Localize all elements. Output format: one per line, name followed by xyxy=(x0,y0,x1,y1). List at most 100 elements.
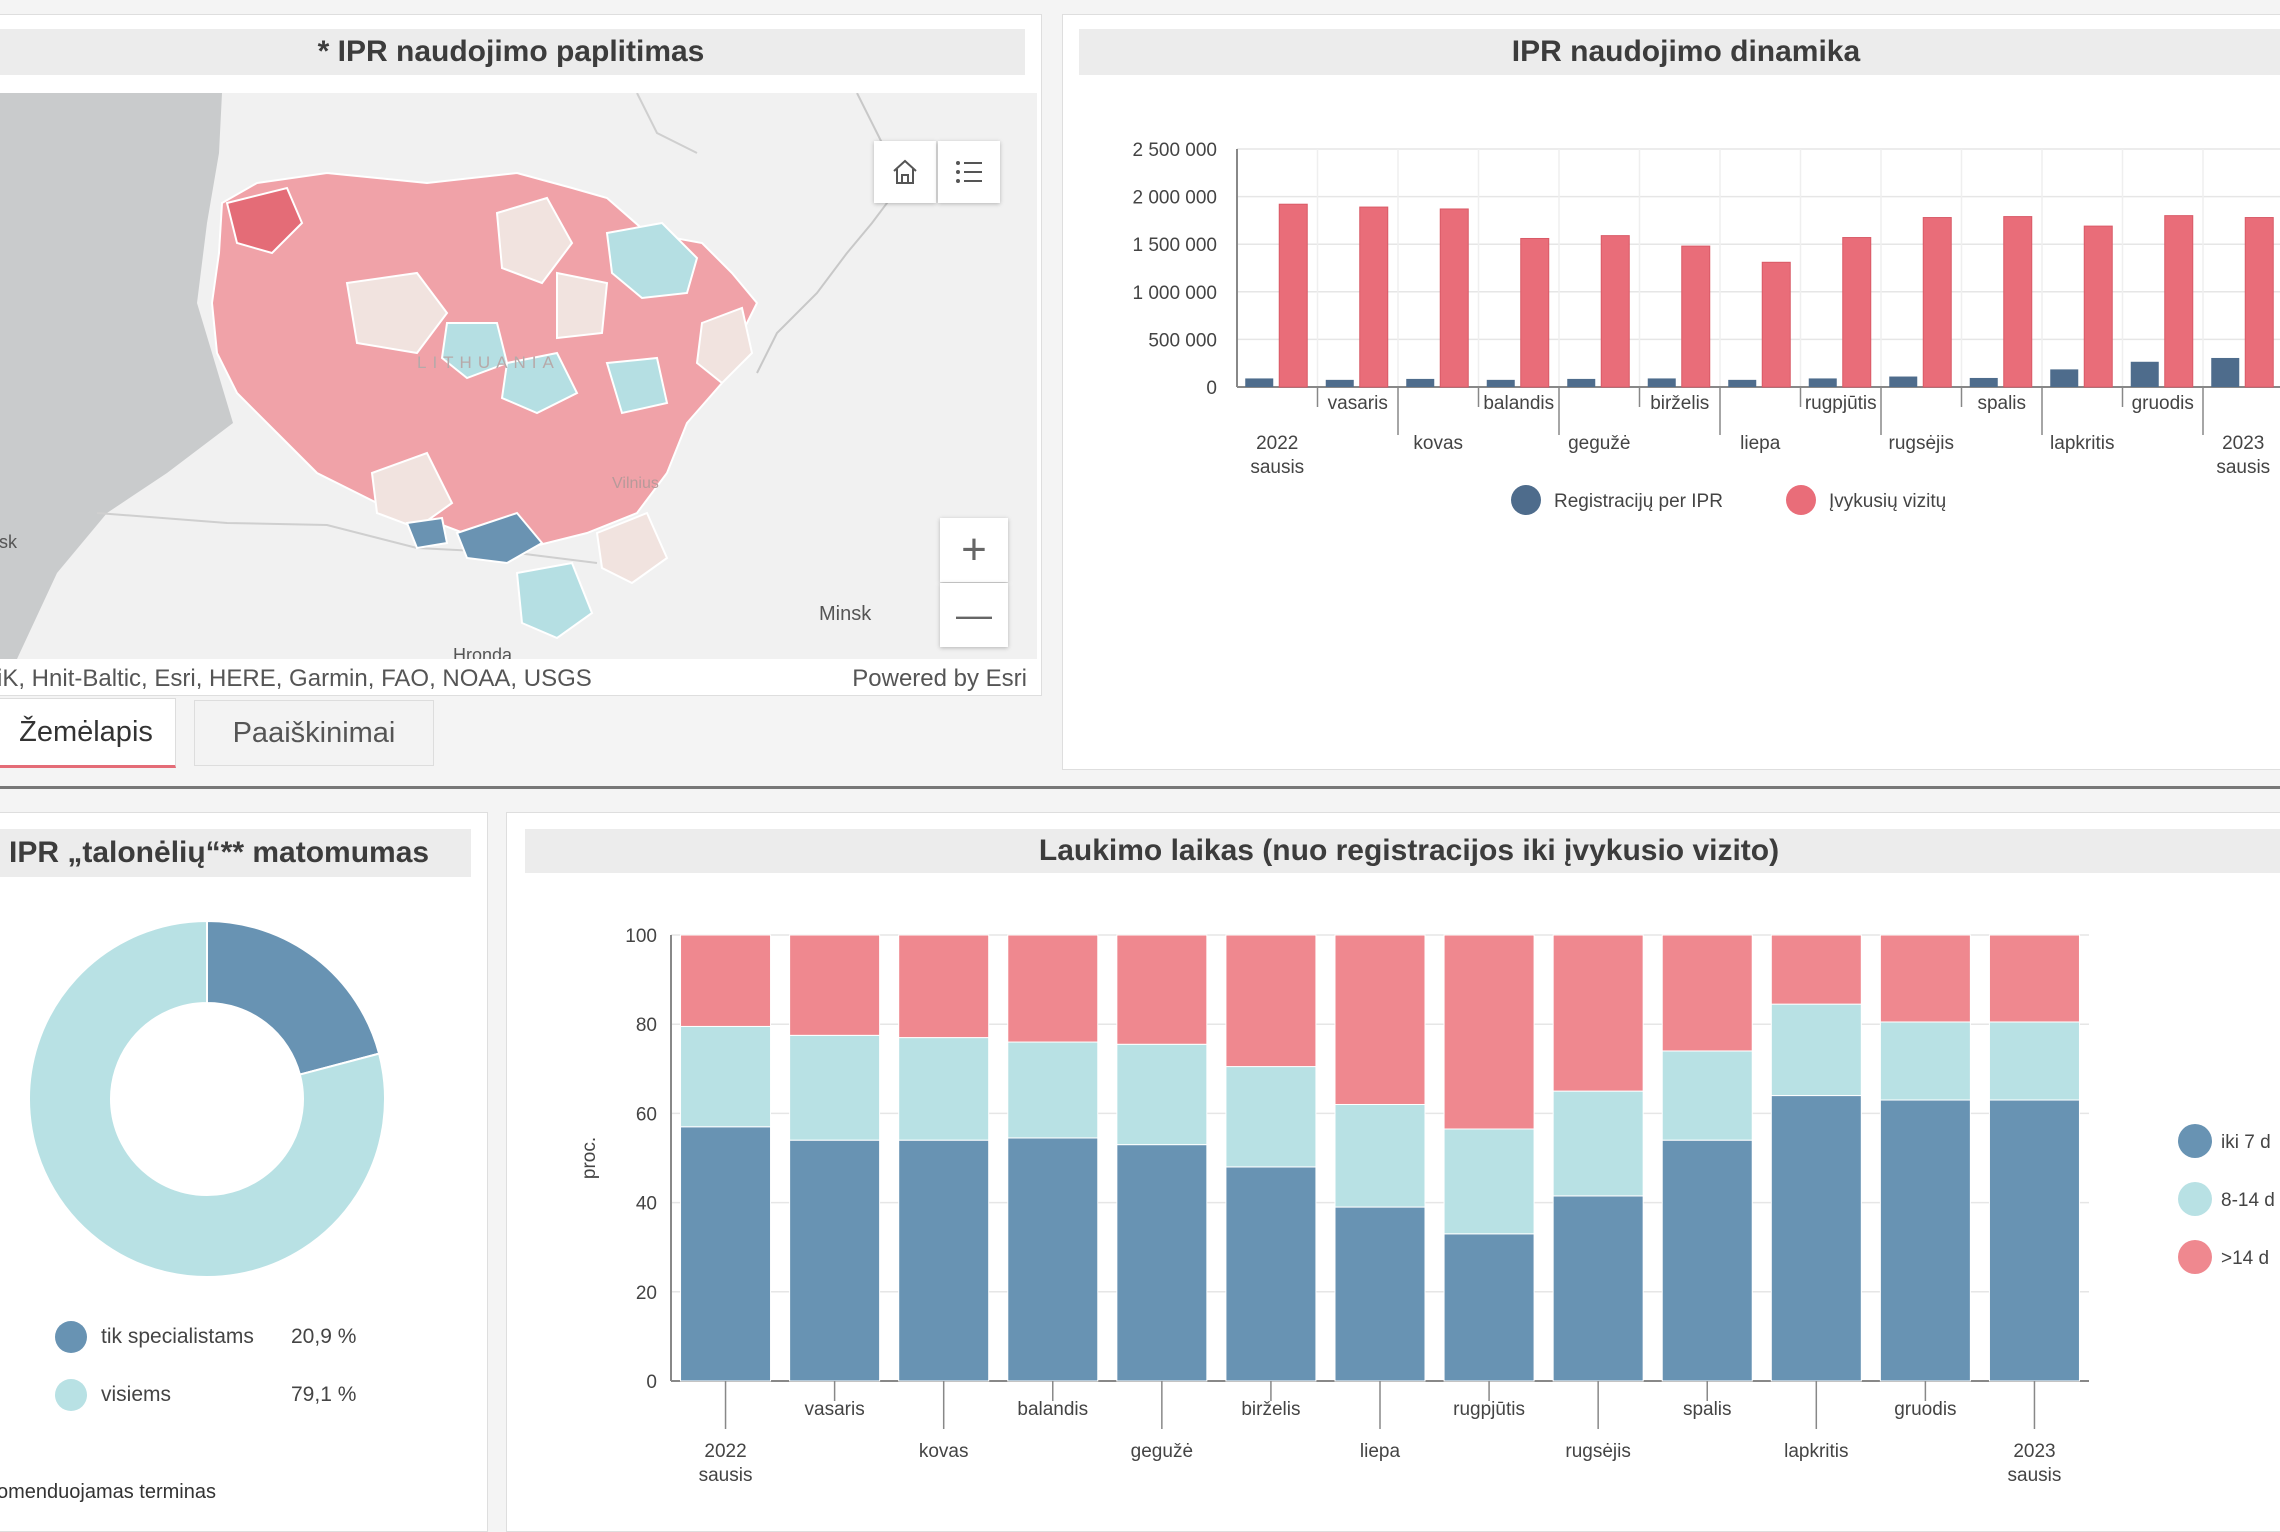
y-tick-label: 500 000 xyxy=(1148,330,1217,351)
border-line-north xyxy=(636,93,698,154)
y-tick-label: 40 xyxy=(636,1194,657,1215)
x-tick-label: rugpjūtis xyxy=(1453,1399,1525,1420)
legend-label: visiems xyxy=(101,1383,172,1406)
stacked-segment xyxy=(1334,1103,1426,1208)
stacked-segment xyxy=(789,1139,881,1382)
bar-vizitai xyxy=(1359,206,1389,388)
bar-vizitai xyxy=(1520,237,1550,388)
tab-paaiskinimai[interactable]: Paaiškinimai xyxy=(194,700,434,766)
stacked-segment xyxy=(1552,934,1644,1092)
home-icon xyxy=(893,159,917,184)
stacked-segment xyxy=(680,1025,772,1128)
stacked-segment xyxy=(1770,934,1862,1005)
stacked-segment xyxy=(1116,1043,1208,1146)
bar-registracijos xyxy=(1567,378,1596,387)
minus-icon: — xyxy=(956,594,992,635)
bar-registracijos xyxy=(1969,377,1998,387)
bar-registracijos xyxy=(2130,361,2159,387)
border-line-belarus xyxy=(96,512,598,564)
zoom-out-button[interactable]: — xyxy=(940,583,1008,647)
x-tick-label: rugsėjis xyxy=(1889,433,1954,454)
region-east-low xyxy=(695,306,754,385)
stacked-segment xyxy=(1988,934,2080,1023)
donut-slice xyxy=(28,919,386,1278)
legend-swatch xyxy=(55,1321,87,1353)
bar-vizitai xyxy=(2003,216,2033,388)
city-label-hronda: Hronda xyxy=(453,645,513,659)
section-divider xyxy=(0,786,2280,789)
stacked-segment xyxy=(1443,1233,1535,1382)
bar-registracijos xyxy=(1728,379,1757,387)
layer-list-button[interactable] xyxy=(938,141,1000,203)
dynamics-chart: 0 500 000 1 000 000 1 500 000 2 000 000 2 500… xyxy=(1132,140,2280,515)
home-button[interactable] xyxy=(874,141,936,203)
x-tick-label: vasaris xyxy=(805,1399,865,1420)
stacked-segment xyxy=(789,1034,881,1141)
bar-registracijos xyxy=(1245,378,1274,387)
region-south-dark-2 xyxy=(405,516,449,550)
stacked-segment xyxy=(1770,1003,1862,1097)
city-label-cut: sk xyxy=(0,532,18,552)
bar-vizitai xyxy=(1600,235,1630,388)
stacked-segment xyxy=(1661,934,1753,1052)
y-tick-label: 0 xyxy=(1206,378,1217,399)
legend-label: Įvykusių vizitų xyxy=(1829,491,1946,512)
legend-item-tik-specialistams: tik specialistams 20,9 % xyxy=(55,1321,356,1353)
map-panel-title: * IPR naudojimo paplitimas xyxy=(0,29,1025,75)
powered-by-esri[interactable]: Powered by Esri xyxy=(852,665,1027,692)
bar-registracijos xyxy=(1889,376,1918,387)
stacked-segment xyxy=(1225,1066,1317,1168)
legend-swatch xyxy=(2178,1182,2212,1216)
zoom-in-button[interactable]: + xyxy=(940,518,1008,582)
region-sw-low xyxy=(370,451,454,530)
map-panel: * IPR naudojimo paplitimas LITHUANIA Min… xyxy=(0,14,1042,696)
stacked-segment xyxy=(680,1126,772,1382)
footnote: omenduojamas terminas xyxy=(0,1481,216,1503)
y-tick-label: 1 000 000 xyxy=(1132,283,1217,304)
stacked-segment xyxy=(1552,1195,1644,1382)
stacked-segment xyxy=(789,934,881,1036)
legend-value: 20,9 % xyxy=(291,1325,357,1348)
x-tick-label: birželis xyxy=(1241,1399,1300,1420)
stacked-segment xyxy=(1988,1021,2080,1101)
y-tick-label: 60 xyxy=(636,1104,657,1125)
map-attribution: iK, Hnit-Baltic, Esri, HERE, Garmin, FAO… xyxy=(0,665,592,692)
tab-zemelapis[interactable]: Žemėlapis xyxy=(0,698,176,768)
bar-vizitai xyxy=(2083,225,2113,388)
stacked-segment xyxy=(1334,934,1426,1105)
region-north-low xyxy=(495,196,574,285)
visibility-donut-chart xyxy=(28,919,386,1278)
legend-swatch xyxy=(1786,485,1816,515)
legend-swatch xyxy=(55,1379,87,1411)
region-nw-high xyxy=(225,186,304,255)
stacked-segment xyxy=(1552,1090,1644,1197)
bar-registracijos xyxy=(1486,379,1515,387)
legend-swatch xyxy=(2178,1240,2212,1274)
waiting-panel: Laukimo laikas (nuo registracijos iki įv… xyxy=(506,812,2280,1532)
city-label-minsk: Minsk xyxy=(819,603,872,625)
stacked-segment xyxy=(1770,1095,1862,1382)
stacked-segment xyxy=(680,934,772,1027)
map-view[interactable]: LITHUANIA Minsk Hronda Vilnius sk xyxy=(0,93,1037,659)
region-east-teal xyxy=(605,356,669,415)
bar-vizitai xyxy=(1922,217,1952,388)
x-tick-label: balandis xyxy=(1483,393,1554,414)
donut-slice xyxy=(206,919,381,1076)
x-tick-label: 2023 sausis xyxy=(2216,433,2270,478)
stacked-segment xyxy=(1116,1144,1208,1382)
x-tick-label: birželis xyxy=(1650,393,1709,414)
y-tick-label: 2 500 000 xyxy=(1132,140,1217,161)
stacked-segment xyxy=(1988,1099,2080,1382)
stacked-segment xyxy=(1443,1128,1535,1235)
stacked-segment xyxy=(1007,934,1099,1043)
stacked-segment xyxy=(898,1037,990,1141)
city-label-vilnius: Vilnius xyxy=(612,475,659,492)
x-tick-label: lapkritis xyxy=(1784,1441,1848,1462)
x-tick-label: gegužė xyxy=(1568,433,1630,454)
bar-vizitai xyxy=(2164,215,2194,388)
x-tick-label: 2023 sausis xyxy=(2008,1441,2062,1486)
legend-label: tik specialistams xyxy=(101,1325,254,1348)
x-tick-label: spalis xyxy=(1683,1399,1732,1420)
x-tick-label: gegužė xyxy=(1131,1441,1193,1462)
y-axis-label: proc. xyxy=(579,1137,600,1179)
